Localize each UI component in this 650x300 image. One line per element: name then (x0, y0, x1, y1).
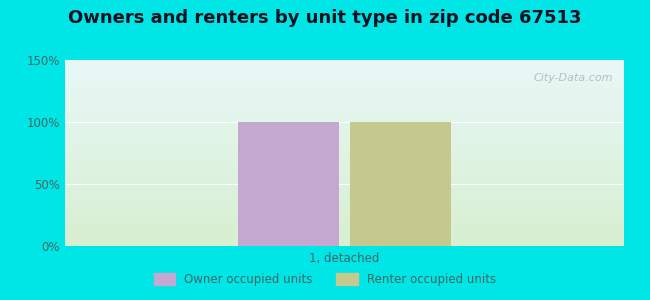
Bar (239, 122, 339, 246)
Bar (350, 122, 450, 246)
Text: Owners and renters by unit type in zip code 67513: Owners and renters by unit type in zip c… (68, 9, 582, 27)
Legend: Owner occupied units, Renter occupied units: Owner occupied units, Renter occupied un… (149, 268, 501, 291)
Text: City-Data.com: City-Data.com (533, 73, 613, 83)
